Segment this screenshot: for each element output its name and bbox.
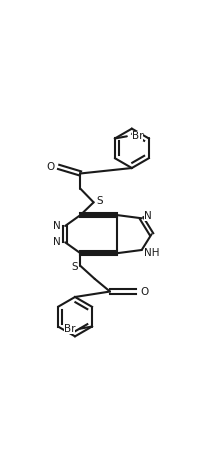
- Text: N: N: [144, 211, 152, 221]
- Text: O: O: [46, 162, 54, 172]
- Text: N: N: [53, 237, 60, 247]
- Text: Br: Br: [132, 131, 143, 141]
- Text: Br: Br: [64, 324, 75, 334]
- Text: S: S: [71, 262, 78, 272]
- Text: NH: NH: [144, 247, 160, 258]
- Text: S: S: [96, 196, 103, 206]
- Text: N: N: [53, 221, 60, 231]
- Text: O: O: [141, 286, 149, 297]
